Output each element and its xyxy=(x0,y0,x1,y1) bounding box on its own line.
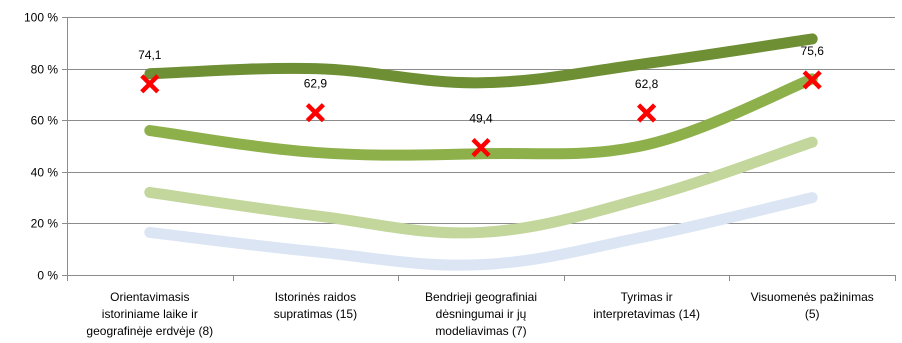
x-tick-label-line: interpretavimas (14) xyxy=(593,307,700,321)
x-tick-label: Bendrieji geografiniai dėsningumai ir jų m… xyxy=(425,290,537,338)
x-tick-label-line: geografinėje erdvėje (8) xyxy=(86,324,213,338)
x-tick-label-line: (5) xyxy=(805,307,820,321)
score-marker xyxy=(471,137,491,158)
x-tick-label-line: Orientavimasis xyxy=(110,290,189,304)
data-label: 75,6 xyxy=(801,44,825,58)
score-marker xyxy=(802,70,822,90)
score-marker xyxy=(637,103,657,123)
y-tick-label: 100 % xyxy=(24,11,58,25)
x-tick-label-line: modeliavimas (7) xyxy=(435,324,526,338)
y-tick-label: 60 % xyxy=(31,114,59,128)
score-marker xyxy=(305,103,325,123)
x-tick-label-line: istoriniame laike ir xyxy=(102,307,198,321)
score-marker xyxy=(140,74,160,94)
data-label: 62,8 xyxy=(635,77,659,91)
score-markers xyxy=(140,70,822,158)
data-label: 74,1 xyxy=(138,48,162,62)
x-tick-label-line: supratimas (15) xyxy=(274,307,357,321)
data-label: 49,4 xyxy=(469,112,493,126)
x-tick-label-line: Bendrieji geografiniai xyxy=(425,290,537,304)
y-tick-label: 20 % xyxy=(31,217,59,231)
y-tick-label: 80 % xyxy=(31,63,59,77)
x-tick-labels: Orientavimasis istoriniame laike ir geogra… xyxy=(86,290,873,338)
series-line-1 xyxy=(144,192,818,271)
data-label: 62,9 xyxy=(304,77,328,91)
x-tick-label: Orientavimasis istoriniame laike ir geogra… xyxy=(86,290,213,338)
series-line-3 xyxy=(144,73,818,161)
x-tick-label-line: Tyrimas ir xyxy=(621,290,673,304)
x-tick-label-line: Istorinės raidos xyxy=(275,290,356,304)
x-tick-label: Visuomenės pažinimas (5) xyxy=(751,290,874,321)
y-tick-label: 0 % xyxy=(37,269,58,283)
series-line-2 xyxy=(144,136,818,239)
y-tick-label: 40 % xyxy=(31,166,59,180)
series-line-4 xyxy=(144,33,818,89)
series-lines xyxy=(144,33,818,271)
x-tick-label: Istorinės raidos supratimas (15) xyxy=(274,290,357,321)
x-tick-label-line: dėsningumai ir jų xyxy=(436,307,527,321)
x-tick-label-line: Visuomenės pažinimas xyxy=(751,290,874,304)
y-tick-labels: 0 % 20 % 40 % 60 % 80 % 100 % xyxy=(24,11,58,283)
x-tick-label: Tyrimas ir interpretavimas (14) xyxy=(593,290,700,321)
axes xyxy=(67,17,896,281)
data-labels: 74,1 62,9 49,4 62,8 75,6 xyxy=(138,44,824,126)
